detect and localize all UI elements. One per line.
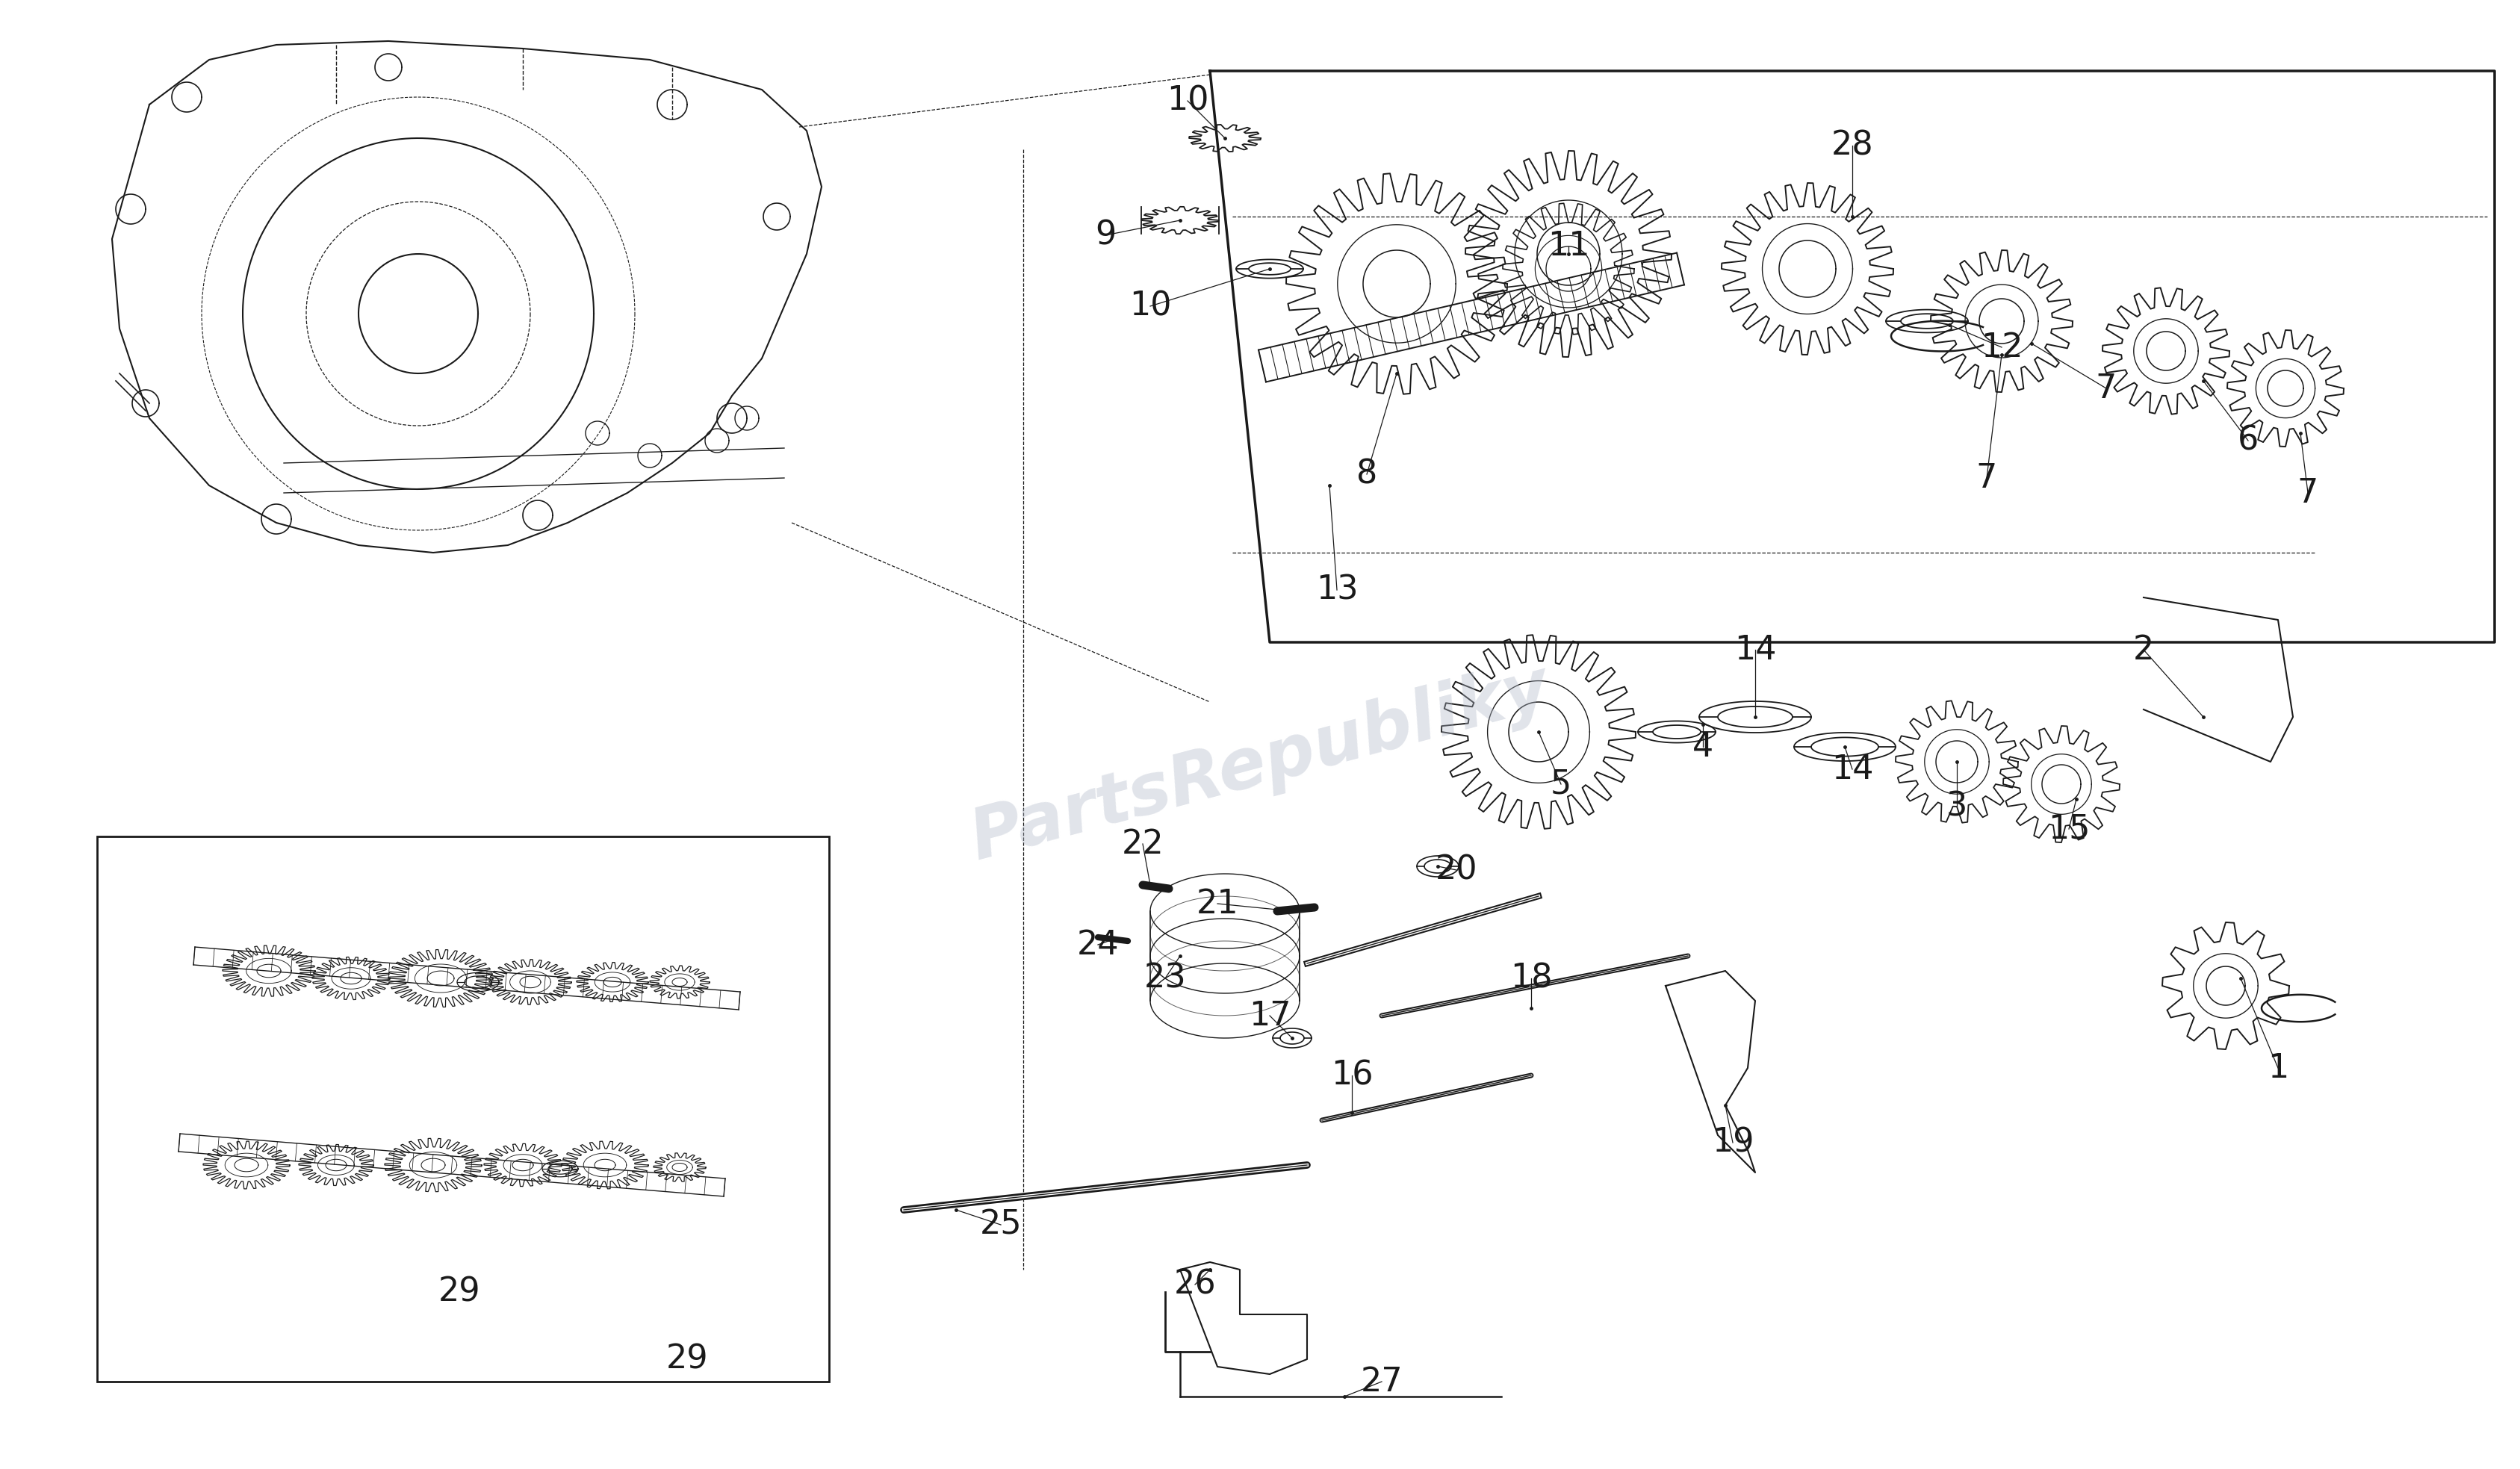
Text: 28: 28 — [1832, 129, 1872, 162]
Text: 8: 8 — [1356, 458, 1378, 491]
Text: 10: 10 — [1167, 85, 1210, 118]
Text: 10: 10 — [1129, 291, 1172, 322]
Text: 9: 9 — [1094, 219, 1116, 251]
Text: 15: 15 — [2049, 812, 2089, 845]
Text: 6: 6 — [2238, 425, 2258, 457]
Text: 12: 12 — [1981, 331, 2024, 363]
Text: 20: 20 — [1436, 853, 1477, 886]
Text: 18: 18 — [1509, 962, 1552, 995]
Text: 27: 27 — [1361, 1366, 1404, 1397]
Text: 16: 16 — [1331, 1059, 1373, 1091]
Text: 4: 4 — [1693, 730, 1714, 762]
Text: 13: 13 — [1315, 574, 1358, 607]
Text: 7: 7 — [2097, 372, 2117, 404]
Text: 11: 11 — [1547, 231, 1590, 263]
Text: 22: 22 — [1121, 829, 1164, 859]
Text: 7: 7 — [2298, 477, 2318, 508]
Text: 23: 23 — [1144, 962, 1187, 995]
Text: 5: 5 — [1550, 768, 1572, 801]
Text: 24: 24 — [1076, 928, 1119, 961]
Text: 2: 2 — [2132, 633, 2155, 665]
Text: 14: 14 — [1734, 633, 1777, 665]
Text: 19: 19 — [1711, 1127, 1754, 1159]
Text: 17: 17 — [1247, 999, 1290, 1031]
Text: 21: 21 — [1197, 887, 1237, 920]
Text: 29: 29 — [665, 1343, 708, 1375]
Bar — [98, 836, 829, 1382]
Text: 26: 26 — [1174, 1268, 1217, 1300]
Text: 7: 7 — [1976, 461, 1998, 494]
Text: 14: 14 — [1832, 754, 1872, 786]
Text: 25: 25 — [980, 1209, 1023, 1241]
Text: 3: 3 — [1945, 790, 1968, 823]
Text: 1: 1 — [2268, 1052, 2288, 1084]
Text: PartsRepubliky: PartsRepubliky — [963, 654, 1557, 874]
Text: 29: 29 — [438, 1277, 481, 1307]
